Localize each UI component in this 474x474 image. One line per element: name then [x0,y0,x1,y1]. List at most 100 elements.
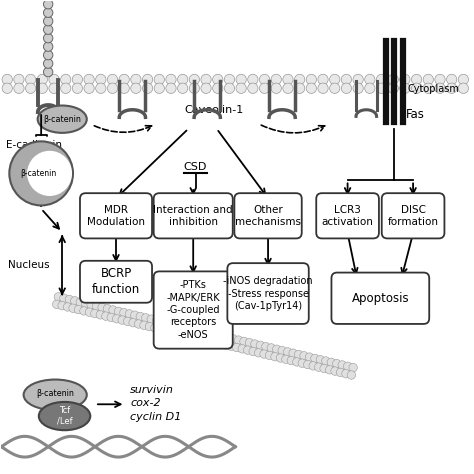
Circle shape [262,342,270,351]
Circle shape [320,364,328,373]
Circle shape [353,74,363,85]
Text: Apoptosis: Apoptosis [352,292,409,305]
Circle shape [74,305,82,314]
Circle shape [191,325,199,334]
Circle shape [411,74,422,85]
Circle shape [458,74,468,85]
Circle shape [120,309,128,317]
Circle shape [69,304,77,312]
Circle shape [435,74,445,85]
Circle shape [91,309,99,318]
Text: Tcf
/Lef: Tcf /Lef [57,406,73,426]
Circle shape [131,311,139,319]
Circle shape [134,320,143,328]
Circle shape [447,74,457,85]
Circle shape [238,345,246,353]
Circle shape [349,364,357,372]
Circle shape [162,326,170,335]
Circle shape [342,369,350,378]
Circle shape [154,74,164,85]
Circle shape [212,331,221,339]
Circle shape [44,25,53,35]
Circle shape [236,83,246,93]
Circle shape [234,336,243,344]
Circle shape [318,74,328,85]
FancyBboxPatch shape [316,193,379,238]
Circle shape [112,314,121,323]
Circle shape [178,83,188,93]
FancyBboxPatch shape [382,193,445,238]
Ellipse shape [39,402,90,430]
Text: Fas: Fas [406,108,425,121]
Circle shape [185,324,193,333]
Circle shape [300,352,308,360]
Circle shape [283,83,293,93]
Circle shape [347,371,356,379]
Circle shape [283,74,293,85]
Circle shape [107,74,118,85]
Text: β-catenin: β-catenin [21,169,57,178]
Circle shape [156,325,164,333]
Circle shape [96,310,105,319]
Circle shape [125,310,134,318]
Circle shape [14,83,24,93]
Circle shape [154,83,164,93]
Circle shape [298,359,307,367]
Circle shape [314,363,323,372]
Circle shape [325,365,334,374]
Circle shape [327,358,336,366]
Circle shape [311,354,319,363]
Circle shape [267,344,275,352]
Circle shape [341,74,352,85]
Circle shape [76,298,84,306]
Circle shape [98,303,106,311]
Circle shape [164,319,172,328]
Circle shape [287,356,296,365]
Circle shape [240,337,248,346]
Circle shape [260,350,268,358]
Text: BCRP
function: BCRP function [92,267,140,296]
Circle shape [236,74,246,85]
Circle shape [251,340,259,348]
Circle shape [200,336,208,344]
Circle shape [119,74,129,85]
Circle shape [85,308,93,317]
Circle shape [294,83,305,93]
Circle shape [166,74,176,85]
Circle shape [222,341,230,349]
Circle shape [388,74,398,85]
Circle shape [265,351,273,360]
Circle shape [37,74,47,85]
Circle shape [142,314,150,322]
Circle shape [278,346,286,355]
Circle shape [183,331,192,340]
Circle shape [218,332,227,340]
Circle shape [173,329,181,337]
FancyBboxPatch shape [228,263,309,324]
Circle shape [341,83,352,93]
Circle shape [44,34,53,43]
Circle shape [143,74,153,85]
Circle shape [131,83,141,93]
Circle shape [61,74,71,85]
Circle shape [44,42,53,51]
Circle shape [411,83,422,93]
Circle shape [96,74,106,85]
Circle shape [151,324,159,332]
Circle shape [65,295,73,304]
Circle shape [276,354,285,362]
Circle shape [233,343,241,352]
Circle shape [400,83,410,93]
Text: CSD: CSD [184,162,207,172]
Circle shape [194,334,203,343]
Circle shape [96,83,106,93]
Circle shape [248,83,258,93]
Circle shape [224,74,235,85]
Circle shape [167,328,175,336]
Circle shape [169,320,177,328]
Circle shape [14,74,24,85]
Circle shape [123,317,132,326]
Circle shape [131,74,141,85]
Circle shape [178,330,186,339]
Circle shape [61,83,71,93]
